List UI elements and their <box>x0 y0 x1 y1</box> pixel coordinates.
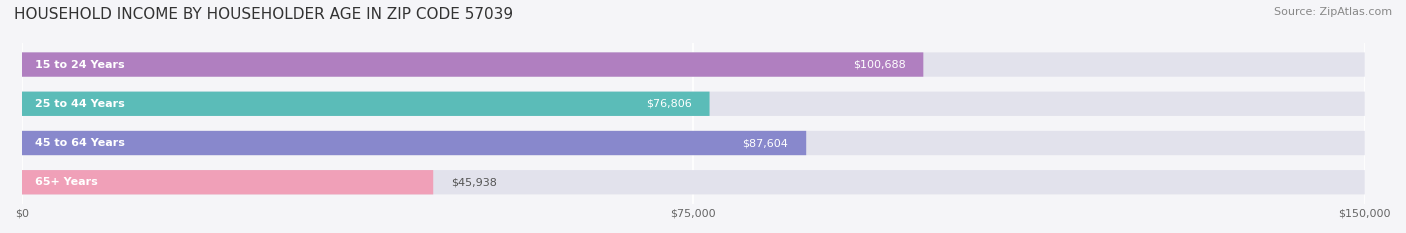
Text: 15 to 24 Years: 15 to 24 Years <box>35 60 125 69</box>
FancyBboxPatch shape <box>22 52 1365 77</box>
Text: $76,806: $76,806 <box>645 99 692 109</box>
Text: 45 to 64 Years: 45 to 64 Years <box>35 138 125 148</box>
Text: HOUSEHOLD INCOME BY HOUSEHOLDER AGE IN ZIP CODE 57039: HOUSEHOLD INCOME BY HOUSEHOLDER AGE IN Z… <box>14 7 513 22</box>
FancyBboxPatch shape <box>22 131 806 155</box>
Text: $100,688: $100,688 <box>852 60 905 69</box>
FancyBboxPatch shape <box>22 170 433 194</box>
Text: $87,604: $87,604 <box>742 138 789 148</box>
Text: 25 to 44 Years: 25 to 44 Years <box>35 99 125 109</box>
FancyBboxPatch shape <box>22 131 1365 155</box>
FancyBboxPatch shape <box>22 170 1365 194</box>
FancyBboxPatch shape <box>22 92 710 116</box>
Text: $45,938: $45,938 <box>451 177 496 187</box>
Text: 65+ Years: 65+ Years <box>35 177 98 187</box>
Text: Source: ZipAtlas.com: Source: ZipAtlas.com <box>1274 7 1392 17</box>
FancyBboxPatch shape <box>22 92 1365 116</box>
FancyBboxPatch shape <box>22 52 924 77</box>
